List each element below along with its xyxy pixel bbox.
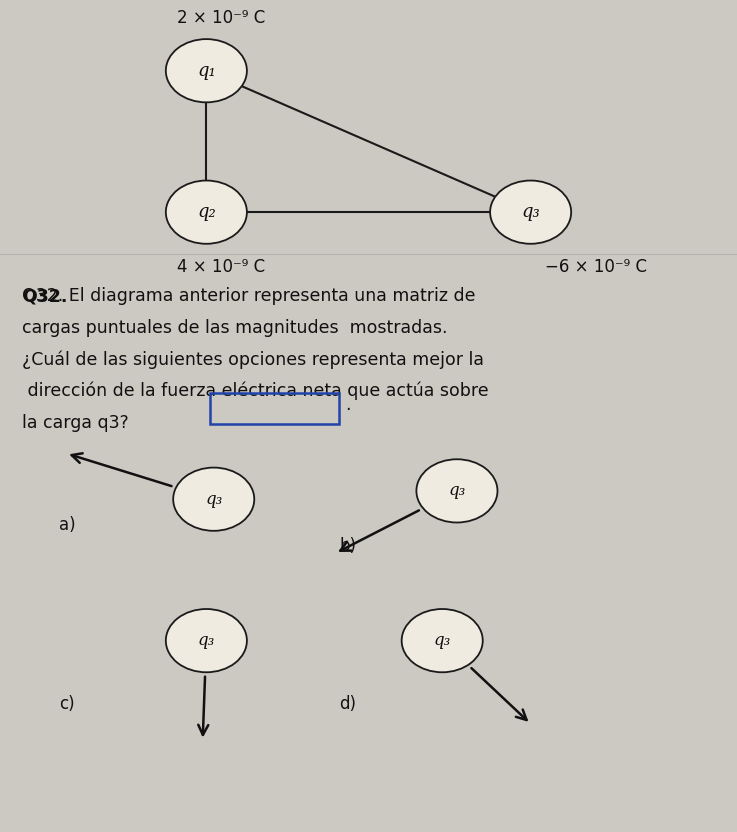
Text: q₃: q₃	[205, 491, 223, 508]
Text: q₃: q₃	[198, 632, 215, 649]
Ellipse shape	[173, 468, 254, 531]
Text: dirección de la fuerza eléctrica neta que actúa sobre: dirección de la fuerza eléctrica neta qu…	[22, 382, 489, 400]
Text: c): c)	[59, 695, 74, 713]
Text: ¿Cuál de las siguientes opciones representa mejor la: ¿Cuál de las siguientes opciones represe…	[22, 350, 484, 369]
Ellipse shape	[166, 609, 247, 672]
Text: Q32.: Q32.	[22, 287, 68, 305]
Text: b): b)	[339, 537, 356, 555]
Ellipse shape	[166, 39, 247, 102]
Text: q₂: q₂	[197, 203, 216, 221]
Text: cargas puntuales de las magnitudes  mostradas.: cargas puntuales de las magnitudes mostr…	[22, 319, 447, 337]
Text: q₃: q₃	[521, 203, 540, 221]
Text: a): a)	[59, 516, 76, 534]
Ellipse shape	[402, 609, 483, 672]
Text: Q32. El diagrama anterior representa una matriz de: Q32. El diagrama anterior representa una…	[22, 287, 475, 305]
Text: q₃: q₃	[433, 632, 451, 649]
Text: q₁: q₁	[197, 62, 216, 80]
Text: la carga q3?: la carga q3?	[22, 414, 129, 432]
Text: q₃: q₃	[448, 483, 466, 499]
Ellipse shape	[416, 459, 497, 522]
Ellipse shape	[490, 181, 571, 244]
Text: 2 × 10⁻⁹ C: 2 × 10⁻⁹ C	[177, 9, 265, 27]
Ellipse shape	[166, 181, 247, 244]
Text: −6 × 10⁻⁹ C: −6 × 10⁻⁹ C	[545, 258, 647, 276]
Text: .: .	[345, 396, 350, 414]
Bar	[210, 393, 339, 424]
Text: 4 × 10⁻⁹ C: 4 × 10⁻⁹ C	[177, 258, 265, 276]
Text: d): d)	[339, 695, 356, 713]
